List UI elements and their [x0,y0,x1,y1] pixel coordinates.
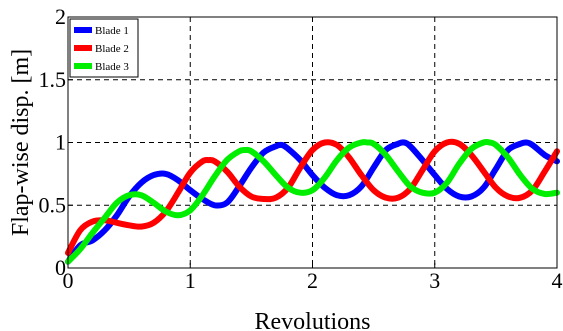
legend-label: Blade 3 [95,61,129,73]
series-line-blade-2 [65,138,560,256]
y-tick-label: 0 [55,255,66,280]
x-axis-label: Revolutions [254,309,370,331]
grid [68,17,557,268]
legend-label: Blade 1 [95,25,129,37]
y-tick-label: 0.5 [39,192,67,217]
x-tick-label: 1 [185,268,196,293]
x-tick-label: 2 [307,268,318,293]
legend-label: Blade 2 [95,43,129,55]
y-axis-label: Flap-wise disp. [m] [8,49,34,236]
series-line-blade-3 [65,138,560,265]
y-tick-label: 1.5 [39,67,67,92]
series-layer [65,138,560,265]
x-tick-label: 4 [552,268,563,293]
legend: Blade 1 Blade 2 Blade 3 [69,18,139,78]
x-tick-label: 0 [63,268,74,293]
x-tick-label: 3 [429,268,440,293]
y-tick-label: 2 [55,4,66,29]
y-tick-label: 1 [55,130,66,155]
ticks: 0 1 2 3 4 0 0.5 1 1.5 2 [39,4,563,293]
